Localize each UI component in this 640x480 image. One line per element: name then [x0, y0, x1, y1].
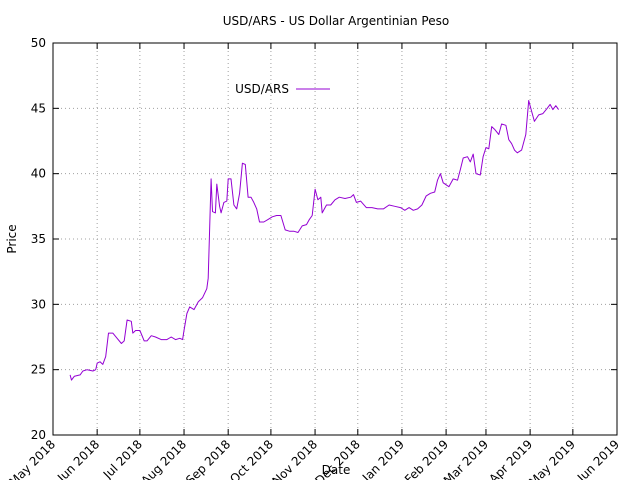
- series-layer: [69, 100, 560, 381]
- series-line-usd-ars: [69, 100, 560, 381]
- y-tick-label: 30: [31, 297, 46, 311]
- y-tick-label: 50: [31, 36, 46, 50]
- chart-title: USD/ARS - US Dollar Argentinian Peso: [223, 14, 449, 28]
- x-tick-label: Sep 2018: [183, 437, 233, 480]
- plot-frame: [52, 42, 618, 436]
- x-tick-label: May 2019: [526, 437, 578, 480]
- x-tick-label: Jun 2018: [54, 437, 102, 480]
- x-tick-label: Apr 2019: [486, 437, 535, 480]
- x-tick-label: Jan 2019: [359, 437, 407, 480]
- y-tick-label: 40: [31, 167, 46, 181]
- y-axis-label: Price: [5, 224, 19, 253]
- x-tick-label: Jun 2019: [574, 437, 622, 480]
- y-tick-label: 20: [31, 428, 46, 442]
- x-tick-label: May 2018: [6, 437, 58, 480]
- legend: USD/ARS: [235, 82, 330, 96]
- x-axis-label: Date: [322, 463, 351, 477]
- y-tick-label: 45: [31, 101, 46, 115]
- x-tick-label: Aug 2018: [138, 437, 189, 480]
- x-tick-label: Oct 2018: [227, 437, 276, 480]
- x-tick-label: Nov 2018: [269, 437, 320, 480]
- y-tick-label: 25: [31, 363, 46, 377]
- y-tick-label: 35: [31, 232, 46, 246]
- legend-entry-usd-ars: USD/ARS: [235, 82, 289, 96]
- x-tick-label: Jul 2018: [100, 437, 145, 480]
- x-tick-label: Mar 2019: [441, 437, 491, 480]
- y-axis-ticks: 20 25 30 35 40 45 50: [31, 36, 617, 442]
- grid-lines: [53, 43, 617, 435]
